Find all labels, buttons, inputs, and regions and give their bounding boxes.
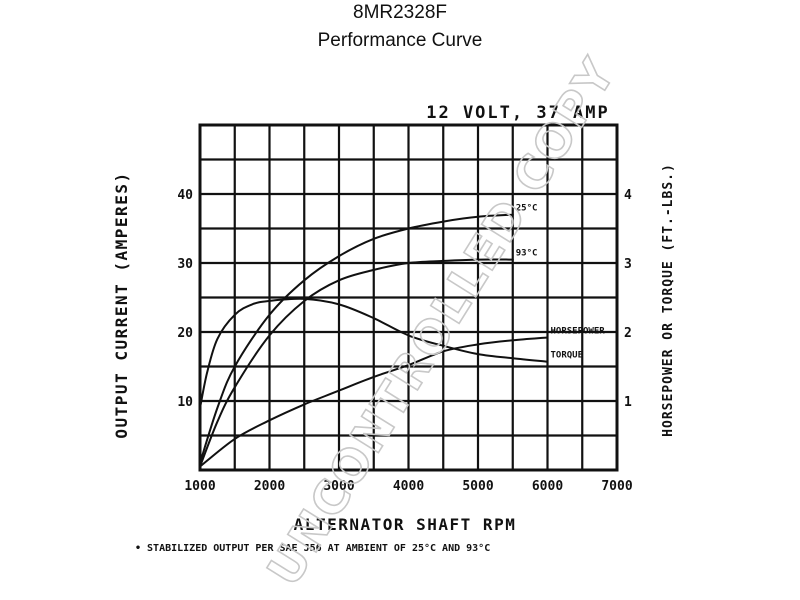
y-tick-label: 20 [177, 326, 193, 341]
x-tick-label: 7000 [601, 479, 632, 494]
series-label-2: HORSEPOWER [551, 327, 606, 337]
chart-title: 12 VOLT, 37 AMP [426, 103, 610, 123]
series-curve-1 [199, 258, 514, 468]
y2-tick-label: 4 [624, 188, 632, 203]
x-tick-label: 6000 [532, 479, 563, 494]
y-tick-label: 40 [177, 188, 193, 203]
series-curve-0 [199, 213, 514, 465]
series-label-1: 93°C [516, 249, 538, 259]
series-curves [199, 213, 549, 468]
series-curve-3 [199, 297, 549, 409]
y2-tick-label: 1 [624, 395, 632, 410]
series-labels: 25°C 93°C HORSEPOWER TORQUE [516, 204, 606, 361]
x-tick-label: 1000 [184, 479, 215, 494]
series-curve-2 [199, 336, 549, 468]
footnote: • STABILIZED OUTPUT PER SAE J56 AT AMBIE… [135, 543, 490, 554]
plot-frame [198, 123, 619, 472]
y2-axis-ticks: 1 2 3 4 [624, 188, 632, 410]
x-axis-label: ALTERNATOR SHAFT RPM [294, 515, 517, 534]
series-label-3: TORQUE [551, 351, 584, 361]
y2-axis-label: HORSEPOWER OR TORQUE (FT.-LBS.) [661, 163, 676, 437]
x-tick-label: 2000 [254, 479, 285, 494]
chart-subtitle: Performance Curve [318, 30, 483, 51]
y-tick-label: 10 [177, 395, 193, 410]
model-title: 8MR2328F [353, 2, 447, 23]
y2-tick-label: 3 [624, 257, 632, 272]
x-tick-label: 4000 [393, 479, 424, 494]
series-label-0: 25°C [516, 204, 538, 214]
y-axis-ticks: 10 20 30 40 [177, 188, 193, 410]
y-axis-label: OUTPUT CURRENT (AMPERES) [112, 171, 131, 438]
watermark: UNCONTROLLED COPY [257, 48, 627, 595]
x-tick-label: 3000 [323, 479, 354, 494]
y-tick-label: 30 [177, 257, 193, 272]
grid [200, 125, 617, 470]
x-axis-ticks: 1000 2000 3000 4000 5000 6000 7000 [184, 479, 632, 494]
y2-tick-label: 2 [624, 326, 632, 341]
x-tick-label: 5000 [462, 479, 493, 494]
